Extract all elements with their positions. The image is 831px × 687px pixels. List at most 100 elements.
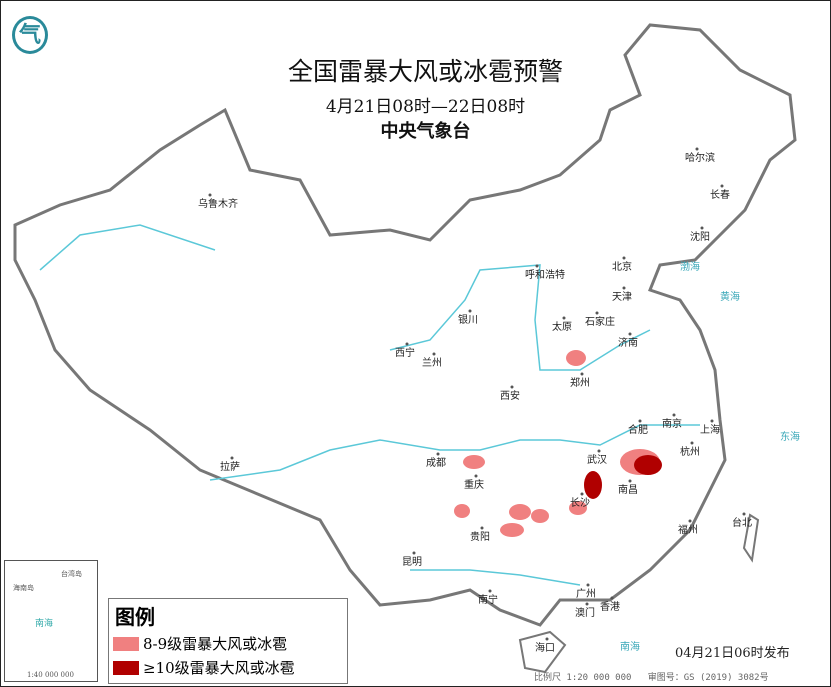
city-label: 杭州 [680,445,700,458]
legend-item: ≥10级雷暴大风或冰雹 [113,657,347,678]
city-label: 银川 [458,313,478,326]
map-footer: 比例尺 1:20 000 000 审图号：GS (2019) 3082号 [534,670,769,683]
city-label: 昆明 [402,556,422,568]
city-label: 重庆 [464,478,484,491]
city-label: 兰州 [422,356,442,369]
warning-area-level-8-9 [463,455,485,469]
city-label: 西安 [500,389,520,402]
warning-area-level-8-9 [454,504,470,518]
city-dot [585,602,589,606]
city-dot [710,419,714,423]
city-dot [405,342,409,346]
city-dot [628,332,632,336]
city-label: 乌鲁木齐 [198,197,238,210]
city-label: 成都 [426,457,446,469]
city-dot [480,526,484,530]
map-scale: 比例尺 1:20 000 000 [534,673,632,683]
legend-item: 8-9级雷暴大风或冰雹 [113,633,347,654]
city-dot [510,385,514,389]
sea-label: 渤海 [680,260,700,273]
city-dot [688,519,692,523]
city-dot [545,637,549,641]
city-dot [700,226,704,230]
city-dot [580,372,584,376]
city-dot [622,286,626,290]
inset-scale: 1:40 000 000 [27,671,74,679]
city-dot [432,352,436,356]
legend-swatch [113,636,139,651]
rivers [39,224,700,586]
city-label: 南京 [662,417,682,430]
city-dot [622,256,626,260]
issue-time: 04月21日06时发布 [675,646,790,661]
city-dot [208,193,212,197]
city-label: 天津 [612,291,632,303]
inset-label: 南海 [35,619,54,629]
city-label: 沈阳 [690,230,710,243]
inset-label: 台湾岛 [61,570,82,578]
sea-label: 东海 [780,430,800,443]
city-dot [474,474,478,478]
city-label: 合肥 [628,423,648,436]
warning-area-level-8-9 [531,509,549,523]
national-border [13,23,797,627]
city-dot [695,147,699,151]
city-label: 石家庄 [585,315,615,328]
south-china-sea-inset: 台湾岛 海南岛 南海 1:40 000 000 [4,560,98,682]
city-label: 台北 [732,516,752,529]
city-dot [436,452,440,456]
review-number: 审图号：GS (2019) 3082号 [647,673,769,683]
warning-area-level-8-9 [509,504,531,520]
city-dot [535,264,539,268]
city-dot [595,311,599,315]
tarim-river [39,224,216,271]
sea-label: 南海 [620,640,640,653]
city-label: 福州 [678,523,698,536]
city-label: 长春 [710,189,730,201]
legend-label: 8-9级雷暴大风或冰雹 [143,635,288,653]
legend-title: 图例 [115,605,155,629]
city-label: 西宁 [395,346,415,359]
city-label: 南宁 [478,593,498,606]
taiwan-island [742,513,760,563]
city-label: 广州 [576,588,596,600]
city-dot [720,184,724,188]
inset-label: 海南岛 [13,584,34,592]
sea-label: 黄海 [720,290,740,303]
city-dot [672,413,676,417]
city-dot [488,589,492,593]
cma-logo-icon: 气 [12,16,48,54]
city-dot [690,441,694,445]
warning-area-level-8-9 [569,501,587,515]
city-dot [610,596,614,600]
city-label: 贵阳 [470,530,490,543]
city-label: 郑州 [570,376,590,389]
city-dot [628,479,632,483]
city-label: 长沙 [570,497,590,509]
valid-period: 4月21日08时—22日08时 [325,97,526,117]
city-dot [412,551,416,555]
legend-label: ≥10级雷暴大风或冰雹 [143,659,295,677]
city-label: 上海 [700,423,720,436]
city-label: 香港 [600,601,620,613]
warning-area-level-8-9 [500,523,524,537]
city-dot [468,309,472,313]
yellow-river [389,264,651,371]
city-label: 海口 [535,641,555,654]
city-label: 北京 [612,260,632,273]
map-title: 全国雷暴大风或冰雹预警 [287,57,563,86]
city-label: 济南 [618,336,638,349]
yangtze-river [209,424,700,481]
city-dot [230,456,234,460]
city-dot [580,492,584,496]
city-dot [562,316,566,320]
warning-areas [454,350,662,537]
issuer: 中央气象台 [380,121,471,142]
warning-area-level-10 [634,455,662,475]
hainan-island [518,630,567,674]
city-dot [597,449,601,453]
city-label: 拉萨 [220,460,240,473]
